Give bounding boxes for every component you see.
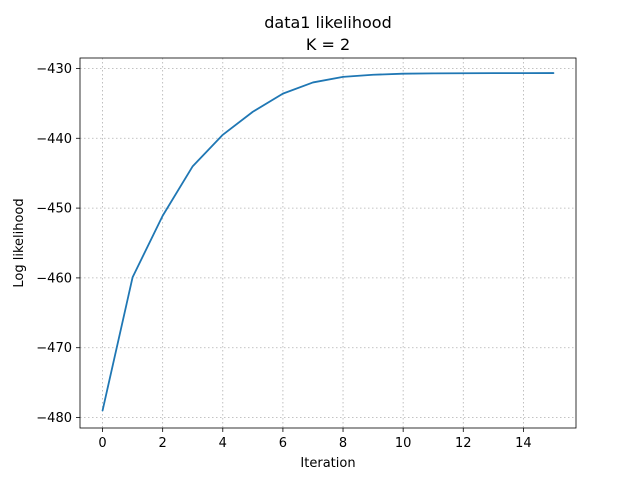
x-tick-label: 12: [455, 436, 472, 451]
y-tick-label: −430: [36, 62, 72, 77]
series-line: [101, 72, 555, 412]
chart-title: data1 likelihood: [264, 13, 392, 32]
x-tick-label: 2: [159, 436, 167, 451]
x-tick-label: 4: [219, 436, 227, 451]
chart-subtitle: K = 2: [306, 35, 350, 54]
y-tick-label: −470: [36, 341, 72, 356]
x-axis-label: Iteration: [300, 456, 355, 471]
y-tick-label: −440: [36, 132, 72, 147]
y-axis-label: Log likelihood: [12, 198, 27, 287]
grid: [80, 58, 576, 428]
x-tick-label: 14: [515, 436, 532, 451]
x-tick-label: 8: [339, 436, 347, 451]
ticks: 0 2 4 6 8 10 12 14 −480 −470 −460 −450 −440 −430: [36, 62, 531, 451]
series-layer: [101, 72, 555, 412]
x-tick-label: 0: [98, 436, 106, 451]
plot-frame: [79, 57, 577, 429]
y-tick-label: −450: [36, 202, 72, 217]
x-tick-label: 10: [395, 436, 412, 451]
y-tick-label: −480: [36, 411, 72, 426]
y-tick-label: −460: [36, 271, 72, 286]
x-tick-label: 6: [279, 436, 287, 451]
